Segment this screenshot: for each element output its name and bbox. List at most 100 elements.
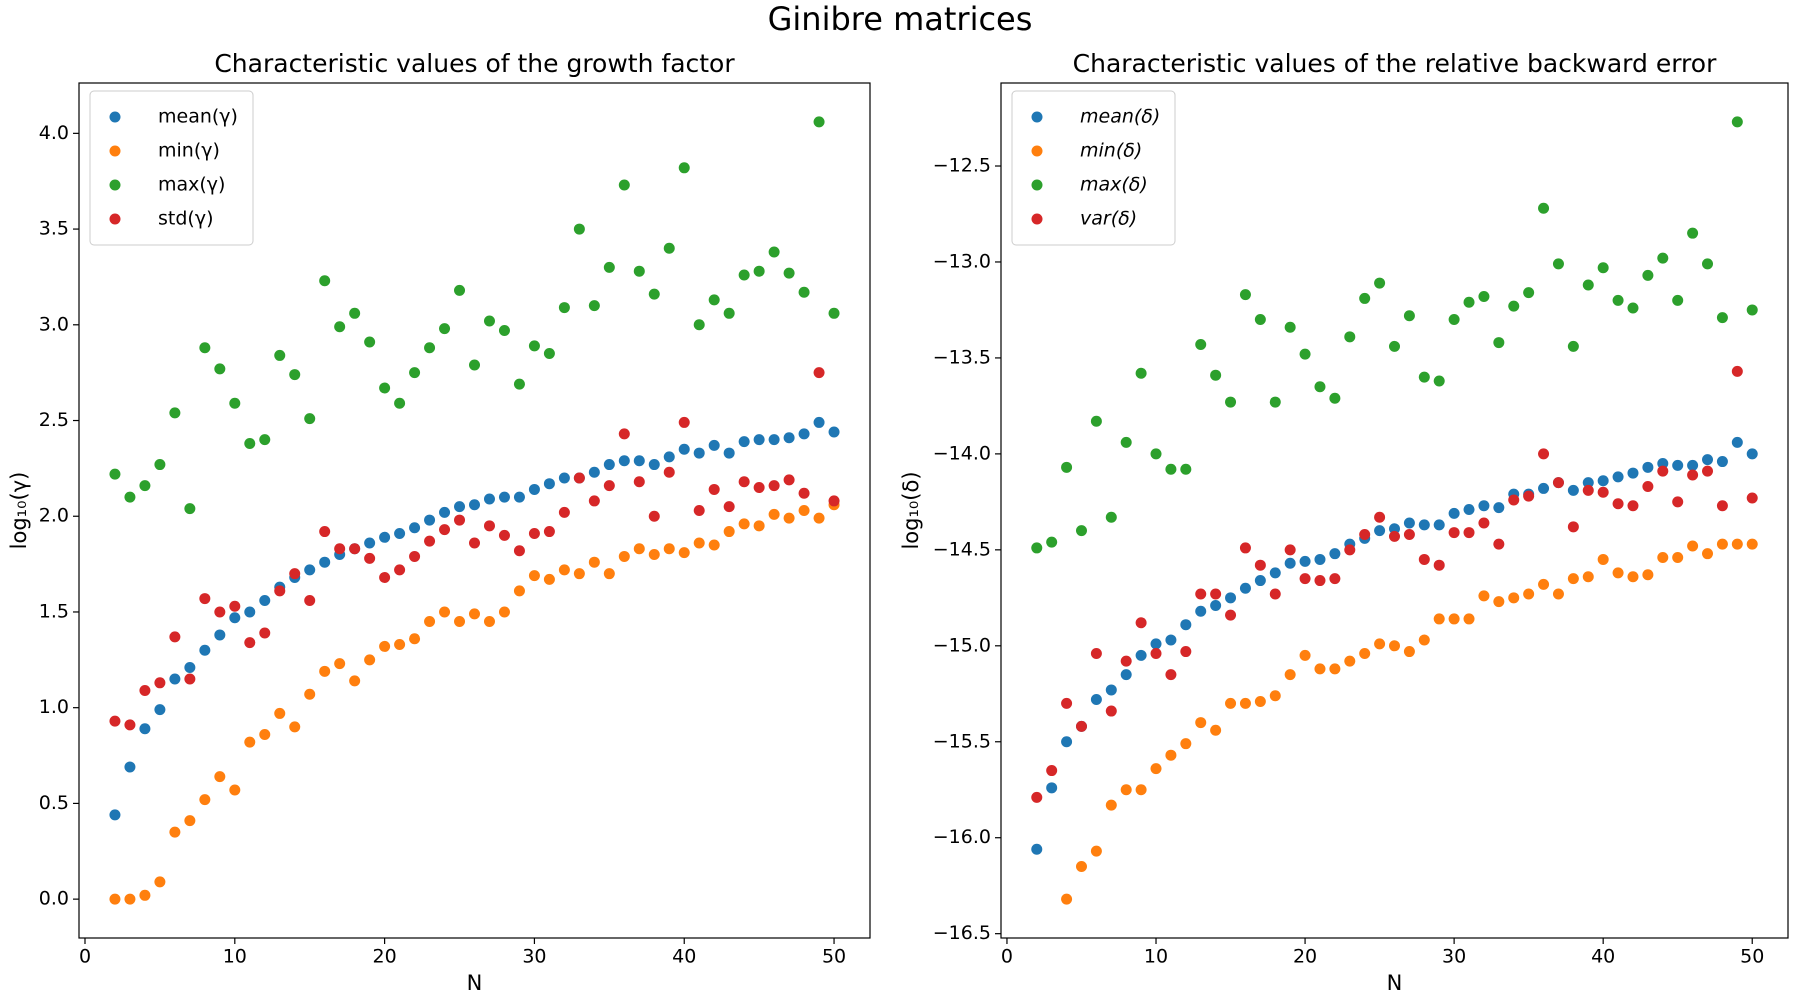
point	[1642, 269, 1654, 281]
y-tick-label: 1.5	[39, 600, 69, 622]
point	[1135, 649, 1147, 661]
point	[1090, 647, 1102, 659]
point	[394, 639, 406, 651]
point	[498, 491, 510, 503]
y-tick-label: −13.0	[933, 250, 991, 272]
point	[1403, 646, 1415, 658]
point	[588, 300, 600, 312]
point	[169, 407, 181, 419]
point	[513, 545, 525, 557]
point	[543, 573, 555, 585]
y-tick-label: −12.5	[933, 155, 991, 177]
point	[169, 826, 181, 838]
point	[379, 382, 391, 394]
point	[1448, 314, 1460, 326]
legend-box	[1011, 90, 1176, 246]
point	[1344, 655, 1356, 667]
point	[304, 594, 316, 606]
point	[409, 367, 421, 379]
point	[1299, 555, 1311, 567]
point	[738, 518, 750, 530]
x-tick-label: 30	[1442, 946, 1466, 968]
point	[798, 286, 810, 298]
point	[768, 508, 780, 520]
point	[109, 809, 121, 821]
point	[1612, 471, 1624, 483]
point	[1150, 638, 1162, 650]
point	[244, 437, 256, 449]
legend-marker	[109, 145, 121, 157]
point	[798, 505, 810, 516]
point	[1046, 765, 1058, 777]
point	[139, 723, 151, 735]
point	[109, 893, 121, 905]
point	[708, 483, 720, 495]
point	[1374, 511, 1386, 523]
point	[1075, 720, 1087, 732]
point	[1627, 467, 1639, 479]
point	[1687, 227, 1699, 239]
point	[1254, 314, 1266, 326]
point	[1344, 544, 1356, 556]
point	[588, 495, 600, 507]
point	[1329, 548, 1341, 560]
point	[1702, 454, 1714, 466]
point	[648, 288, 660, 300]
point	[1716, 312, 1728, 324]
point	[124, 761, 136, 773]
point	[244, 606, 256, 618]
point	[783, 267, 795, 279]
point	[1239, 289, 1251, 301]
point	[424, 535, 436, 547]
point	[124, 491, 136, 503]
point	[783, 432, 795, 444]
point	[723, 307, 735, 319]
point	[528, 570, 540, 582]
point	[558, 302, 570, 314]
legend-marker	[109, 213, 121, 225]
point	[124, 893, 136, 905]
point	[1210, 600, 1222, 611]
point	[1746, 448, 1758, 460]
point	[1612, 498, 1624, 510]
point	[1254, 695, 1266, 707]
point	[828, 307, 840, 319]
point	[1508, 300, 1520, 312]
point	[1329, 392, 1341, 404]
point	[663, 543, 675, 555]
point	[1597, 475, 1609, 487]
point	[708, 439, 720, 451]
point	[1299, 573, 1311, 585]
point	[513, 378, 525, 390]
point	[678, 162, 690, 174]
axes-title: Characteristic values of the growth fact…	[214, 49, 735, 78]
point	[229, 600, 241, 612]
point	[274, 585, 286, 597]
legend-label: min(γ)	[158, 140, 220, 162]
point	[573, 472, 585, 484]
point	[663, 242, 675, 254]
point	[334, 543, 346, 555]
point	[528, 483, 540, 495]
point	[768, 434, 780, 446]
point	[708, 539, 720, 551]
point	[424, 616, 436, 628]
point	[184, 661, 196, 673]
point	[1627, 500, 1639, 512]
y-tick-label: −14.5	[933, 538, 991, 560]
legend-label: max(γ)	[158, 174, 225, 196]
legend-label: var(δ)	[1080, 208, 1137, 230]
point	[364, 654, 376, 666]
point	[648, 459, 660, 471]
point	[1642, 461, 1654, 473]
point	[1180, 646, 1192, 658]
point	[1493, 538, 1505, 550]
y-tick-label: 3.0	[39, 313, 69, 335]
point	[214, 771, 226, 783]
point	[543, 348, 555, 360]
point	[1061, 461, 1073, 473]
point	[349, 675, 361, 687]
y-axis-label: log₁₀(γ)	[7, 472, 31, 550]
point	[1702, 548, 1714, 560]
point	[364, 537, 376, 549]
